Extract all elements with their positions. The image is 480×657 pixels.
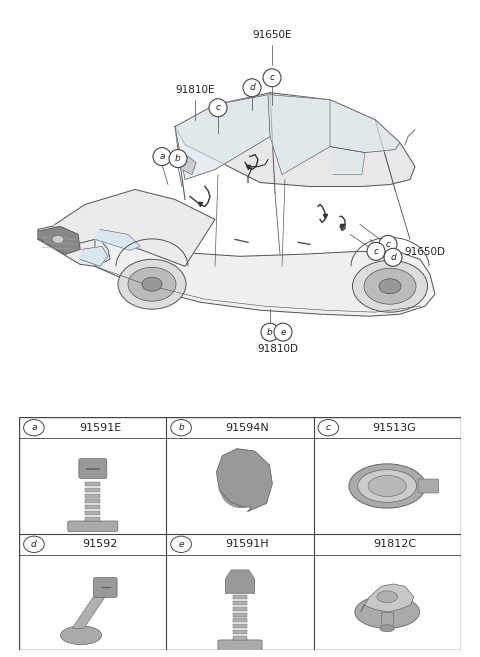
Text: c: c	[385, 240, 391, 249]
Polygon shape	[330, 100, 400, 152]
Text: 91592: 91592	[83, 539, 118, 549]
Text: 91812C: 91812C	[373, 539, 416, 549]
Text: 91594N: 91594N	[226, 422, 269, 433]
Text: 91810E: 91810E	[175, 85, 215, 95]
Text: b: b	[175, 154, 181, 163]
Polygon shape	[175, 95, 270, 179]
Bar	[85, 517, 100, 521]
FancyBboxPatch shape	[418, 479, 439, 493]
Polygon shape	[72, 593, 108, 628]
Polygon shape	[216, 449, 272, 512]
Circle shape	[367, 242, 385, 260]
Circle shape	[318, 420, 338, 436]
Ellipse shape	[355, 596, 420, 628]
Circle shape	[243, 79, 261, 97]
Text: a: a	[159, 152, 165, 161]
Polygon shape	[225, 570, 255, 593]
Circle shape	[274, 323, 292, 341]
Polygon shape	[95, 229, 140, 250]
Text: 91513G: 91513G	[372, 422, 417, 433]
FancyBboxPatch shape	[218, 640, 262, 650]
Circle shape	[209, 99, 227, 117]
Polygon shape	[38, 227, 80, 254]
Ellipse shape	[142, 277, 162, 291]
Text: c: c	[269, 74, 275, 82]
Circle shape	[379, 235, 397, 254]
Ellipse shape	[358, 470, 417, 503]
Ellipse shape	[352, 260, 428, 312]
Bar	[233, 636, 247, 640]
Polygon shape	[55, 189, 215, 266]
Text: 91591H: 91591H	[226, 539, 269, 549]
FancyBboxPatch shape	[94, 578, 117, 597]
Circle shape	[24, 536, 44, 553]
Text: d: d	[249, 83, 255, 92]
Text: 91650D: 91650D	[405, 247, 445, 258]
Text: b: b	[267, 328, 273, 336]
Polygon shape	[95, 239, 435, 316]
Text: c: c	[216, 103, 220, 112]
Bar	[233, 630, 247, 634]
Circle shape	[171, 420, 192, 436]
Text: e: e	[179, 540, 184, 549]
Ellipse shape	[364, 268, 416, 304]
Circle shape	[24, 420, 44, 436]
Circle shape	[261, 323, 279, 341]
Bar	[85, 482, 100, 486]
Circle shape	[384, 248, 402, 266]
Bar	[85, 493, 100, 497]
Polygon shape	[330, 147, 365, 175]
Ellipse shape	[60, 626, 102, 645]
Polygon shape	[360, 584, 414, 612]
Text: d: d	[31, 540, 37, 549]
Text: b: b	[178, 423, 184, 432]
Bar	[85, 505, 100, 509]
Text: 91650E: 91650E	[252, 30, 292, 40]
Bar	[85, 511, 100, 515]
Bar	[233, 595, 247, 599]
Text: 91591E: 91591E	[79, 422, 121, 433]
Ellipse shape	[380, 625, 395, 632]
Ellipse shape	[128, 267, 176, 301]
Circle shape	[153, 148, 171, 166]
Bar	[233, 606, 247, 611]
Bar	[233, 601, 247, 605]
Text: c: c	[373, 247, 379, 256]
Circle shape	[171, 536, 192, 553]
Circle shape	[169, 150, 187, 168]
Bar	[85, 487, 100, 492]
Polygon shape	[175, 93, 415, 187]
Bar	[233, 618, 247, 622]
Text: 91810D: 91810D	[257, 344, 299, 354]
Ellipse shape	[52, 235, 64, 243]
Ellipse shape	[379, 279, 401, 294]
Ellipse shape	[377, 591, 397, 602]
Ellipse shape	[349, 464, 425, 508]
Text: e: e	[280, 328, 286, 336]
Text: a: a	[31, 423, 36, 432]
Text: d: d	[390, 253, 396, 262]
Bar	[233, 624, 247, 628]
Text: c: c	[326, 423, 331, 432]
Bar	[381, 612, 393, 628]
Bar	[85, 499, 100, 503]
Ellipse shape	[368, 476, 407, 497]
Polygon shape	[38, 225, 110, 266]
Circle shape	[263, 69, 281, 87]
Bar	[233, 612, 247, 617]
FancyBboxPatch shape	[79, 459, 107, 478]
FancyBboxPatch shape	[68, 521, 118, 532]
Polygon shape	[270, 95, 330, 175]
Polygon shape	[180, 156, 196, 175]
Ellipse shape	[118, 260, 186, 309]
Polygon shape	[80, 246, 108, 266]
